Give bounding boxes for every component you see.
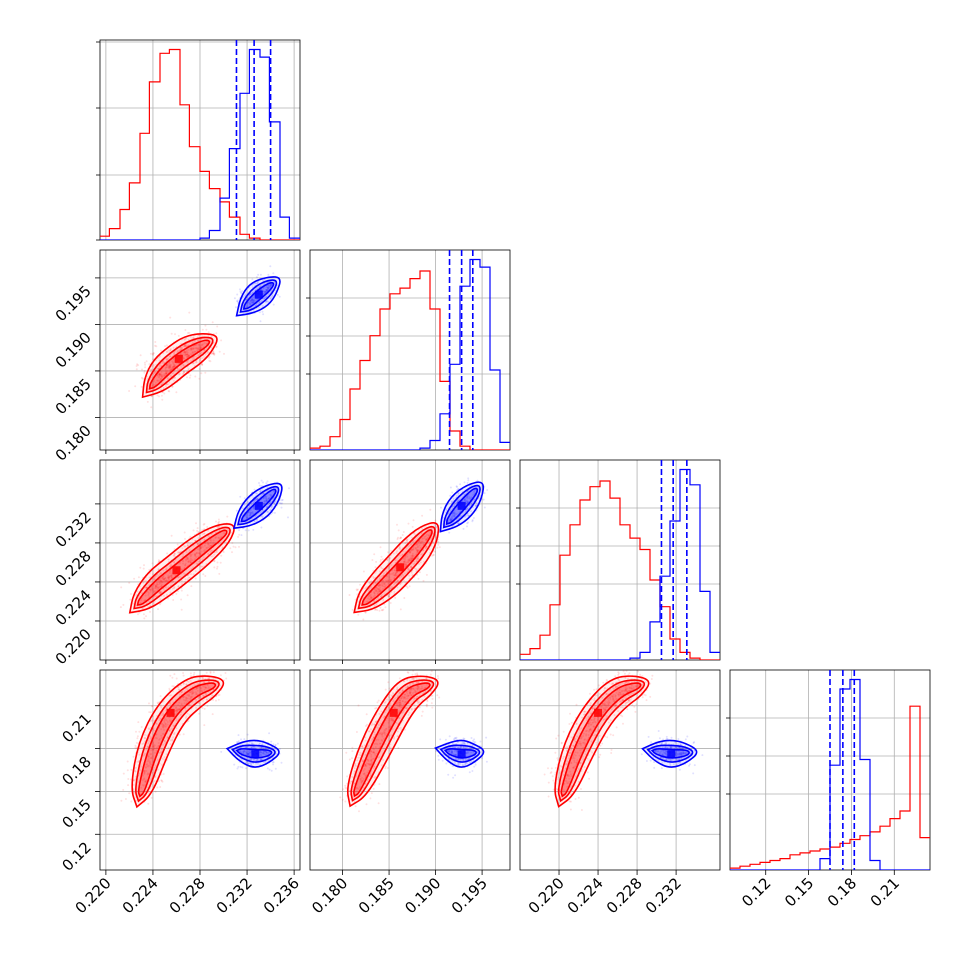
x-tick-label-3-1: 0.15 bbox=[781, 874, 817, 910]
y-tick-label-1-0: 0.180 bbox=[52, 422, 95, 465]
histogram-red-2 bbox=[520, 480, 720, 660]
x-tick-label-0-2: 0.228 bbox=[166, 874, 209, 917]
x-tick-label-2-0: 0.220 bbox=[525, 874, 568, 917]
x-tick-label-2-3: 0.232 bbox=[642, 874, 685, 917]
y-tick-label-1-1: 0.185 bbox=[52, 375, 95, 418]
x-tick-label-0-3: 0.232 bbox=[213, 874, 256, 917]
scatter-panel-0-1 bbox=[99, 249, 301, 451]
contour-red-2 bbox=[137, 682, 217, 798]
histogram-panel-2 bbox=[516, 459, 721, 661]
contour-red-0 bbox=[128, 523, 235, 614]
contour-red-2 bbox=[148, 339, 211, 390]
scatter-panel-2-3 bbox=[519, 669, 721, 871]
x-tick-label-1-1: 0.185 bbox=[355, 874, 398, 917]
y-tick-label-3-3: 0.21 bbox=[58, 710, 94, 746]
contour-red-1 bbox=[557, 679, 646, 803]
y-tick-label-2-1: 0.224 bbox=[52, 586, 95, 629]
y-tick-label-3-2: 0.18 bbox=[58, 753, 94, 789]
x-tick-label-1-0: 0.180 bbox=[308, 874, 351, 917]
histogram-blue-2 bbox=[520, 468, 720, 660]
x-tick-label-0-0: 0.220 bbox=[72, 874, 115, 917]
histogram-panel-0 bbox=[96, 39, 301, 241]
y-tick-label-3-0: 0.12 bbox=[58, 838, 94, 874]
contour-red-2 bbox=[560, 682, 642, 798]
histogram-blue-0 bbox=[100, 48, 300, 240]
x-tick-label-3-2: 0.18 bbox=[824, 874, 860, 910]
x-tick-label-2-2: 0.228 bbox=[603, 874, 646, 917]
contour-red-2 bbox=[353, 682, 431, 798]
contour-red-2 bbox=[136, 529, 228, 606]
x-tick-label-1-2: 0.190 bbox=[401, 874, 444, 917]
histogram-blue-3 bbox=[730, 678, 930, 870]
histogram-red-1 bbox=[310, 270, 510, 450]
contour-red-0 bbox=[346, 675, 439, 808]
y-tick-label-3-1: 0.15 bbox=[58, 796, 94, 832]
x-tick-label-0-4: 0.236 bbox=[260, 874, 303, 917]
y-tick-label-2-3: 0.232 bbox=[52, 508, 95, 551]
x-tick-label-3-0: 0.12 bbox=[738, 874, 774, 910]
scatter-panel-0-3 bbox=[99, 669, 301, 871]
histogram-panel-3 bbox=[726, 669, 931, 871]
scatter-panel-1-3 bbox=[309, 669, 511, 871]
contour-red-1 bbox=[133, 526, 231, 610]
y-tick-label-2-0: 0.220 bbox=[52, 625, 95, 668]
x-tick-label-0-1: 0.224 bbox=[119, 874, 162, 917]
y-tick-label-1-2: 0.190 bbox=[52, 329, 95, 372]
histogram-red-0 bbox=[100, 48, 300, 240]
scatter-panel-0-2 bbox=[99, 459, 301, 661]
contour-red-1 bbox=[350, 679, 435, 802]
y-tick-label-1-3: 0.195 bbox=[52, 282, 95, 325]
x-tick-label-2-1: 0.224 bbox=[564, 874, 607, 917]
histogram-blue-1 bbox=[310, 258, 510, 450]
y-tick-label-2-2: 0.228 bbox=[52, 547, 95, 590]
scatter-panel-1-2 bbox=[309, 459, 511, 661]
x-tick-label-3-3: 0.21 bbox=[867, 874, 903, 910]
x-tick-label-1-3: 0.195 bbox=[448, 874, 491, 917]
histogram-panel-1 bbox=[306, 249, 511, 451]
